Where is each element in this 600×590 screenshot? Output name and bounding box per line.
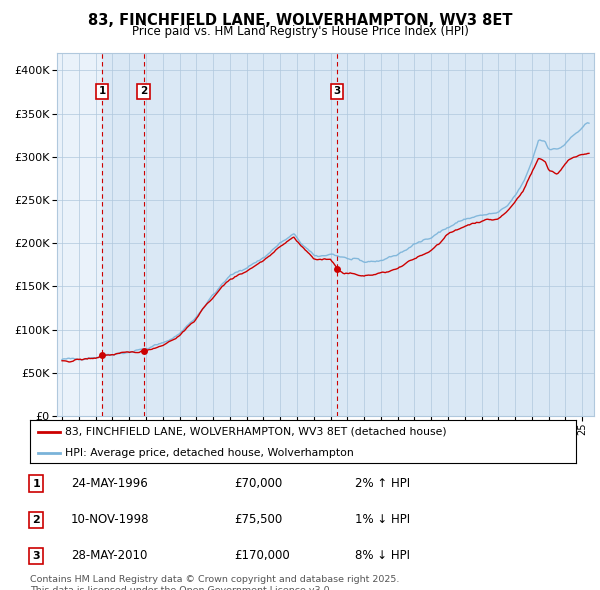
Text: 1: 1 bbox=[32, 478, 40, 489]
Text: 1% ↓ HPI: 1% ↓ HPI bbox=[355, 513, 410, 526]
Text: 83, FINCHFIELD LANE, WOLVERHAMPTON, WV3 8ET (detached house): 83, FINCHFIELD LANE, WOLVERHAMPTON, WV3 … bbox=[65, 427, 447, 437]
Text: £170,000: £170,000 bbox=[234, 549, 290, 562]
Text: 2: 2 bbox=[140, 86, 147, 96]
Text: 24-MAY-1996: 24-MAY-1996 bbox=[71, 477, 148, 490]
Text: Contains HM Land Registry data © Crown copyright and database right 2025.
This d: Contains HM Land Registry data © Crown c… bbox=[30, 575, 400, 590]
Text: 1: 1 bbox=[98, 86, 106, 96]
Text: 8% ↓ HPI: 8% ↓ HPI bbox=[355, 549, 410, 562]
Text: 10-NOV-1998: 10-NOV-1998 bbox=[71, 513, 149, 526]
Text: 83, FINCHFIELD LANE, WOLVERHAMPTON, WV3 8ET: 83, FINCHFIELD LANE, WOLVERHAMPTON, WV3 … bbox=[88, 13, 512, 28]
Bar bbox=[143, 53, 337, 416]
Text: £70,000: £70,000 bbox=[234, 477, 282, 490]
Text: 3: 3 bbox=[32, 551, 40, 561]
Text: 2% ↑ HPI: 2% ↑ HPI bbox=[355, 477, 410, 490]
Text: 28-MAY-2010: 28-MAY-2010 bbox=[71, 549, 147, 562]
Text: HPI: Average price, detached house, Wolverhampton: HPI: Average price, detached house, Wolv… bbox=[65, 448, 354, 458]
Bar bbox=[102, 53, 143, 416]
Text: Price paid vs. HM Land Registry's House Price Index (HPI): Price paid vs. HM Land Registry's House … bbox=[131, 25, 469, 38]
Text: 2: 2 bbox=[32, 515, 40, 525]
Bar bbox=[337, 53, 594, 416]
Text: 3: 3 bbox=[334, 86, 341, 96]
Text: £75,500: £75,500 bbox=[234, 513, 282, 526]
